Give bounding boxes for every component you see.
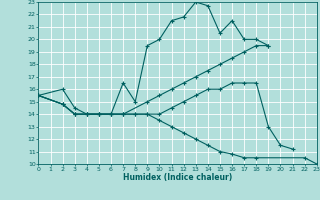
X-axis label: Humidex (Indice chaleur): Humidex (Indice chaleur) [123,173,232,182]
